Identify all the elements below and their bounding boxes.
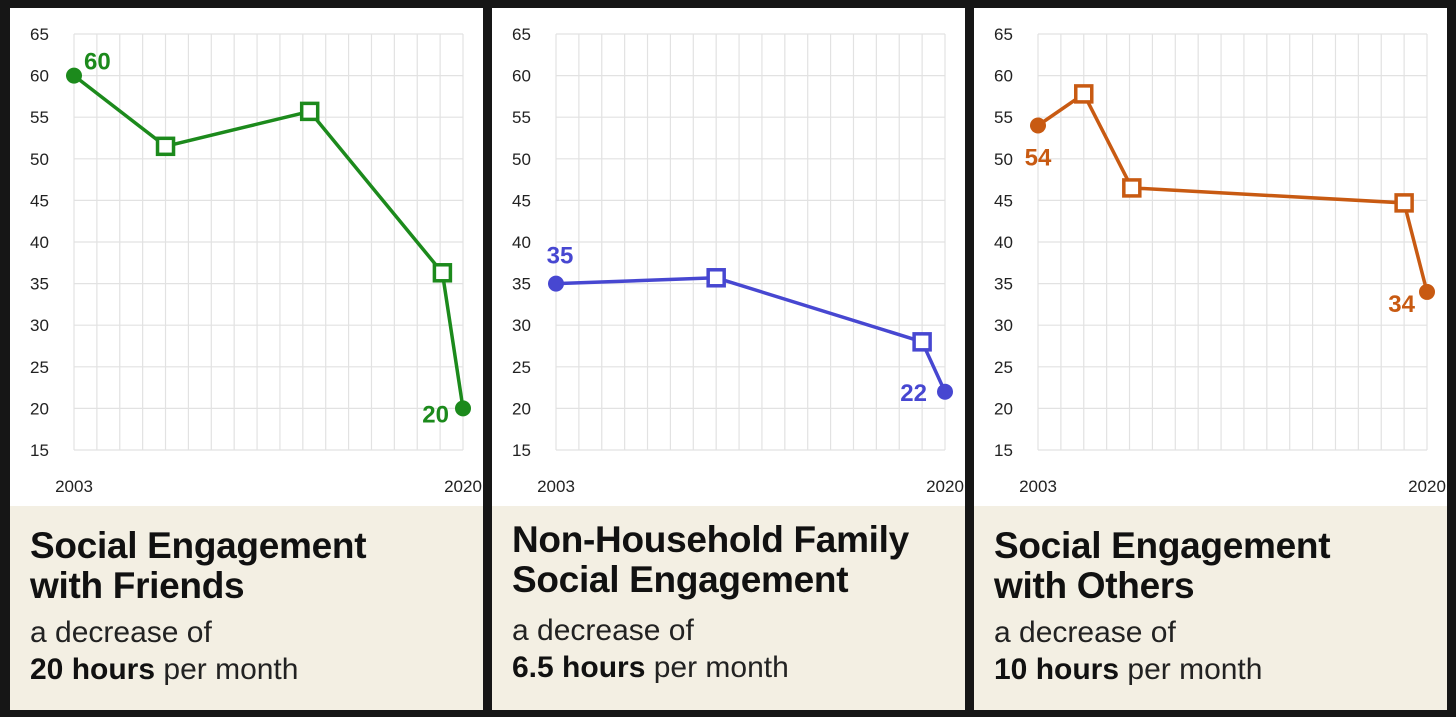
title-line-2: Social Engagement	[512, 559, 849, 600]
y-tick-label: 55	[30, 108, 49, 127]
y-tick-label: 15	[512, 441, 531, 460]
line-chart-others: 15 20 25 30 35 40 45 50 55 60 65 2003 2020 54 34	[994, 25, 1446, 496]
x-tick-label: 2003	[537, 477, 575, 496]
data-point-square	[912, 332, 932, 352]
chart-panel-friends: 15 20 25 30 35 40 45 50 55 60 65 2003 2020 60 20 Socia…	[10, 8, 483, 710]
chart-title: Social Engagement with Friends	[30, 526, 470, 606]
x-tick-label: 2003	[1019, 477, 1057, 496]
endpoint-dot	[548, 275, 564, 292]
y-tick-label: 30	[512, 316, 531, 335]
line-chart-family: 15 20 25 30 35 40 45 50 55 60 65 2003 2020 35 22	[512, 25, 964, 496]
y-tick-label: 20	[512, 399, 531, 418]
chart-description: a decrease of 6.5 hours per month	[512, 612, 952, 686]
y-tick-label: 15	[30, 441, 49, 460]
data-point-square	[299, 101, 320, 122]
y-tick-label: 35	[30, 275, 49, 294]
data-label: 34	[1388, 291, 1415, 318]
desc-suffix: per month	[645, 651, 789, 684]
data-point-square	[1122, 178, 1142, 198]
data-point-square	[432, 263, 453, 283]
endpoint-dot	[455, 400, 471, 417]
caption-box: Social Engagement with Friends a decreas…	[10, 506, 483, 710]
y-tick-label: 45	[512, 191, 531, 210]
data-label: 35	[547, 243, 574, 270]
decrease-amount: 10 hours	[994, 653, 1120, 686]
endpoint-dot	[1030, 117, 1046, 134]
data-point-square	[706, 268, 726, 288]
decrease-amount: 6.5 hours	[512, 651, 646, 684]
y-tick-label: 55	[512, 108, 531, 127]
y-tick-label: 30	[994, 316, 1013, 335]
x-tick-label: 2003	[55, 477, 93, 496]
caption-box: Non-Household Family Social Engagement a…	[492, 506, 965, 710]
endpoint-dot	[1419, 283, 1435, 300]
y-tick-label: 40	[512, 233, 531, 252]
series-line	[1037, 92, 1429, 293]
data-label: 20	[422, 401, 449, 428]
y-tick-label: 65	[994, 25, 1013, 44]
desc-prefix: a decrease of	[30, 616, 212, 649]
y-tick-label: 55	[994, 108, 1013, 127]
desc-prefix: a decrease of	[512, 614, 694, 647]
y-tick-label: 40	[30, 233, 49, 252]
chart-title: Social Engagement with Others	[994, 526, 1434, 606]
y-tick-label: 65	[512, 25, 531, 44]
title-line-1: Non-Household Family	[512, 519, 909, 560]
y-tick-label: 20	[994, 399, 1013, 418]
title-line-1: Social Engagement	[994, 525, 1331, 566]
y-tick-label: 45	[994, 191, 1013, 210]
title-line-2: with Friends	[30, 565, 245, 606]
data-point-square	[1074, 84, 1094, 104]
y-tick-label: 65	[30, 25, 49, 44]
y-tick-label: 60	[512, 67, 531, 86]
chart-panel-others: 15 20 25 30 35 40 45 50 55 60 65 2003 2020 54 34 Socia…	[974, 8, 1447, 710]
y-tick-label: 25	[30, 358, 49, 377]
y-tick-label: 35	[994, 275, 1013, 294]
data-label: 22	[900, 380, 927, 407]
endpoint-dot	[66, 67, 82, 84]
desc-suffix: per month	[1119, 653, 1263, 686]
y-tick-label: 35	[512, 275, 531, 294]
y-tick-label: 20	[30, 399, 49, 418]
line-chart-friends: 15 20 25 30 35 40 45 50 55 60 65 2003 2020 60 20	[30, 25, 482, 496]
desc-prefix: a decrease of	[994, 616, 1176, 649]
y-tick-label: 25	[512, 358, 531, 377]
series-line	[555, 276, 947, 393]
title-line-1: Social Engagement	[30, 525, 367, 566]
y-tick-label: 25	[994, 358, 1013, 377]
decrease-amount: 20 hours	[30, 653, 156, 686]
y-tick-label: 15	[994, 441, 1013, 460]
data-label: 54	[1025, 145, 1052, 172]
data-label: 60	[84, 49, 111, 76]
chart-description: a decrease of 10 hours per month	[994, 614, 1434, 688]
y-tick-label: 50	[512, 150, 531, 169]
y-tick-label: 50	[994, 150, 1013, 169]
y-tick-label: 60	[994, 67, 1013, 86]
x-tick-label: 2020	[444, 477, 482, 496]
chart-panel-family: 15 20 25 30 35 40 45 50 55 60 65 2003 2020 35 22 Non-H…	[492, 8, 965, 710]
data-point-square	[155, 136, 176, 157]
data-point-square	[1394, 193, 1414, 213]
y-tick-label: 50	[30, 150, 49, 169]
title-line-2: with Others	[994, 565, 1195, 606]
x-tick-label: 2020	[1408, 477, 1446, 496]
y-tick-label: 40	[994, 233, 1013, 252]
endpoint-dot	[937, 383, 953, 400]
chart-description: a decrease of 20 hours per month	[30, 614, 470, 688]
y-tick-label: 45	[30, 191, 49, 210]
y-tick-label: 60	[30, 67, 49, 86]
chart-title: Non-Household Family Social Engagement	[512, 520, 952, 600]
desc-suffix: per month	[155, 653, 299, 686]
x-tick-label: 2020	[926, 477, 964, 496]
y-tick-label: 30	[30, 316, 49, 335]
caption-box: Social Engagement with Others a decrease…	[974, 506, 1447, 710]
